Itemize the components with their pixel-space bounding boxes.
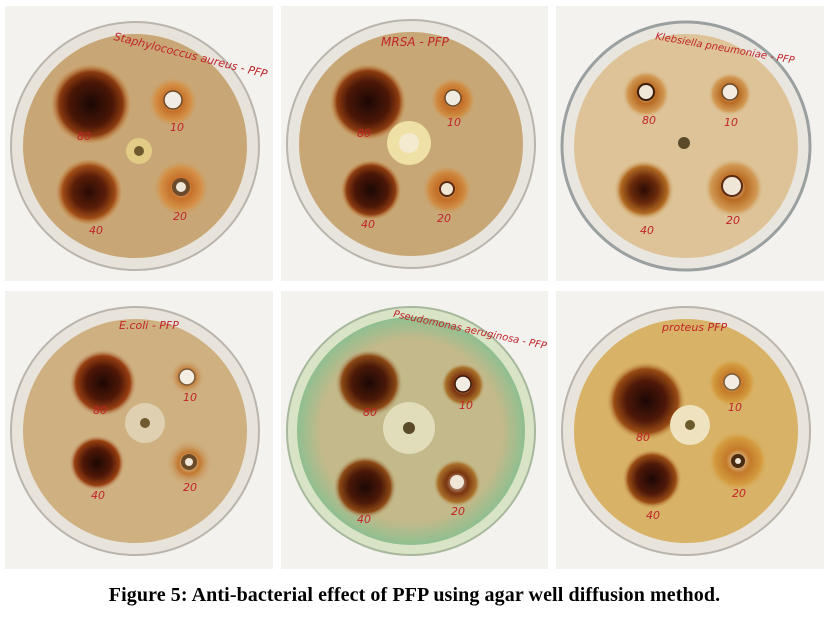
figure-caption: Figure 5: Anti-bacterial effect of PFP u… (108, 584, 721, 606)
svg-text:40: 40 (640, 224, 654, 237)
plate-mrsa: 80 10 40 20 MRSA - PFP (281, 6, 548, 281)
svg-text:80: 80 (93, 404, 107, 417)
svg-text:40: 40 (646, 509, 660, 522)
svg-text:20: 20 (183, 481, 197, 494)
plate-label: E.coli - PFP (119, 319, 179, 332)
svg-text:20: 20 (173, 210, 187, 223)
svg-text:80: 80 (636, 431, 650, 444)
svg-text:10: 10 (447, 116, 461, 129)
svg-text:80: 80 (77, 130, 91, 143)
svg-text:10: 10 (183, 391, 197, 404)
svg-text:40: 40 (361, 218, 375, 231)
plate-proteus: 80 10 40 20 proteus PFP (556, 291, 824, 569)
svg-text:80: 80 (642, 114, 656, 127)
svg-text:40: 40 (89, 224, 103, 237)
plate-label: MRSA - PFP (381, 35, 450, 49)
plate-label: proteus PFP (661, 321, 727, 334)
svg-text:20: 20 (726, 214, 740, 227)
plate-staphylococcus-aureus: 80 10 40 20 Staphylococcus aureus - PFP (5, 6, 273, 281)
svg-text:10: 10 (459, 399, 473, 412)
plate-pseudomonas-aeruginosa: 80 10 40 20 Pseudomonas aeruginosa - PFP (281, 291, 548, 569)
svg-text:20: 20 (732, 487, 746, 500)
plate-ecoli: 80 10 40 20 E.coli - PFP (5, 291, 273, 569)
svg-text:80: 80 (363, 406, 377, 419)
svg-text:10: 10 (728, 401, 742, 414)
svg-text:10: 10 (724, 116, 738, 129)
svg-text:80: 80 (357, 127, 371, 140)
figure-grid: 80 10 40 20 Staphylococcus aureus - PFP (5, 6, 824, 569)
svg-text:40: 40 (357, 513, 371, 526)
svg-text:20: 20 (451, 505, 465, 518)
svg-text:10: 10 (170, 121, 184, 134)
svg-text:40: 40 (91, 489, 105, 502)
svg-text:20: 20 (437, 212, 451, 225)
plate-klebsiella-pneumoniae: 80 10 40 20 Klebsiella pneumoniae - PFP (556, 6, 824, 281)
